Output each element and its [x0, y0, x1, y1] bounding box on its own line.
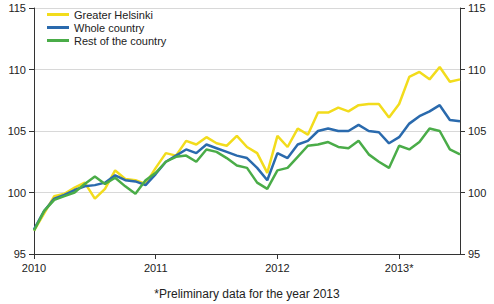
svg-text:115: 115 — [468, 2, 486, 14]
svg-text:Rest of the country: Rest of the country — [74, 35, 167, 47]
svg-text:2012: 2012 — [265, 262, 289, 274]
svg-text:105: 105 — [8, 125, 26, 137]
svg-text:110: 110 — [468, 64, 486, 76]
svg-text:Whole country: Whole country — [74, 22, 145, 34]
svg-text:2010: 2010 — [22, 262, 46, 274]
svg-text:110: 110 — [8, 64, 26, 76]
svg-text:100: 100 — [8, 187, 26, 199]
svg-text:2011: 2011 — [144, 262, 168, 274]
svg-text:Greater Helsinki: Greater Helsinki — [74, 9, 153, 21]
svg-text:115: 115 — [8, 2, 26, 14]
svg-text:105: 105 — [468, 125, 486, 137]
svg-text:95: 95 — [14, 248, 26, 260]
svg-text:*Preliminary data for the year: *Preliminary data for the year 2013 — [154, 287, 340, 301]
svg-text:100: 100 — [468, 187, 486, 199]
svg-text:2013*: 2013* — [385, 262, 414, 274]
svg-text:95: 95 — [468, 248, 480, 260]
